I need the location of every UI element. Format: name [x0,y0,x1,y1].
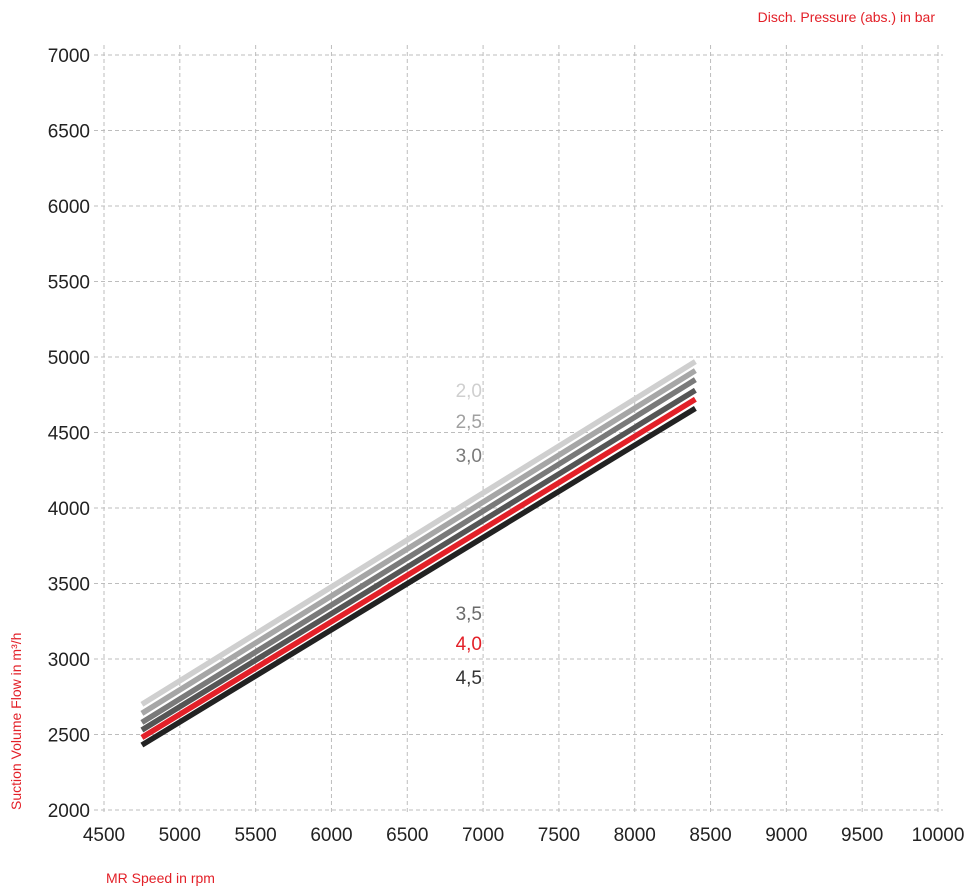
x-tick-label: 8000 [614,825,656,846]
x-tick-label: 7500 [538,825,580,846]
series-label-4-5: 4,5 [456,668,482,689]
x-tick-label: 5000 [159,825,201,846]
series-lines [140,359,697,748]
y-tick-label: 3500 [48,575,90,596]
x-tick-label: 9500 [841,825,883,846]
x-axis-ticks: 4500 5000 5500 6000 6500 7000 7500 8000 8500 9000… [83,825,965,846]
y-tick-label: 2500 [48,726,90,747]
x-tick-label: 6500 [386,825,428,846]
series-line-4-5 [140,405,697,748]
y-tick-label: 6500 [48,122,90,143]
y-tick-label: 4500 [48,424,90,445]
x-tick-label: 5500 [234,825,276,846]
y-tick-label: 5000 [48,348,90,369]
y-tick-label: 3000 [48,650,90,671]
x-tick-label: 8500 [689,825,731,846]
x-tick-label: 7000 [462,825,504,846]
y-tick-label: 7000 [48,46,90,67]
series-label-2-5: 2,5 [456,412,482,433]
series-label-2-0: 2,0 [456,381,482,402]
x-tick-label: 6000 [310,825,352,846]
series-label-3-5: 3,5 [456,604,482,625]
series-label-4-0: 4,0 [456,634,482,655]
y-tick-label: 2000 [48,801,90,822]
y-tick-label: 6000 [48,197,90,218]
series-labels: 2,0 2,5 3,0 3,5 4,0 4,5 [456,381,482,689]
y-axis-ticks: 2000 2500 3000 3500 4000 4500 5000 5500 6000 6500… [48,46,90,822]
series-line-2-5 [140,368,697,716]
series-line-3-5 [140,387,697,733]
series-label-3-0: 3,0 [456,446,482,467]
x-tick-label: 4500 [83,825,125,846]
legend-title: Disch. Pressure (abs.) in bar [758,9,936,25]
y-tick-label: 4000 [48,499,90,520]
x-tick-label: 9000 [765,825,807,846]
x-axis-title: MR Speed in rpm [106,870,215,886]
y-tick-label: 5500 [48,273,90,294]
series-line-2-0 [140,359,697,707]
series-line-4-0 [140,396,697,740]
y-axis-title: Suction Volume Flow in m³/h [8,633,24,810]
series-line-3-0 [140,377,697,725]
x-tick-label: 10000 [912,825,965,846]
